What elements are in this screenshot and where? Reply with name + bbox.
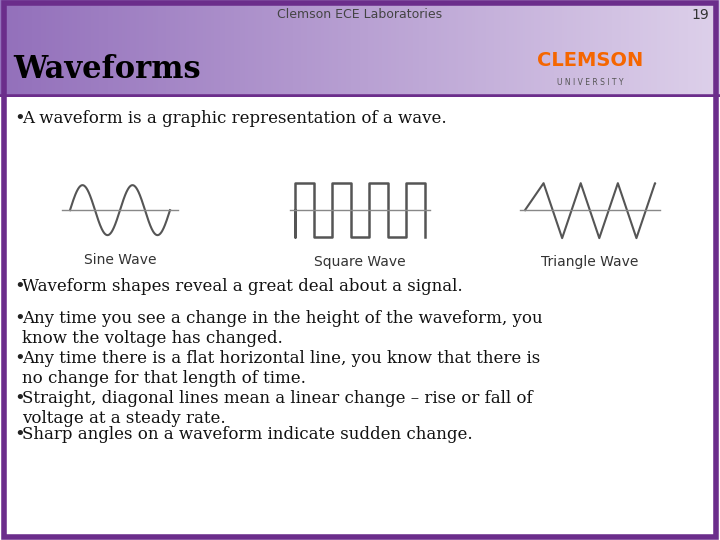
Text: •: • bbox=[14, 310, 24, 328]
Text: Straight, diagonal lines mean a linear change – rise or fall of
voltage at a ste: Straight, diagonal lines mean a linear c… bbox=[22, 390, 533, 427]
Text: Clemson ECE Laboratories: Clemson ECE Laboratories bbox=[277, 8, 443, 21]
Text: •: • bbox=[14, 426, 24, 444]
Text: Sine Wave: Sine Wave bbox=[84, 253, 156, 267]
Text: U N I V E R S I T Y: U N I V E R S I T Y bbox=[557, 78, 624, 87]
Text: Waveform shapes reveal a great deal about a signal.: Waveform shapes reveal a great deal abou… bbox=[22, 278, 463, 295]
Text: •: • bbox=[14, 278, 24, 296]
Text: Waveforms: Waveforms bbox=[13, 55, 201, 85]
Text: CLEMSON: CLEMSON bbox=[537, 51, 644, 70]
Text: Any time you see a change in the height of the waveform, you
know the voltage ha: Any time you see a change in the height … bbox=[22, 310, 543, 347]
Text: Any time there is a flat horizontal line, you know that there is
no change for t: Any time there is a flat horizontal line… bbox=[22, 350, 540, 387]
Text: •: • bbox=[14, 350, 24, 368]
Text: Triangle Wave: Triangle Wave bbox=[541, 255, 639, 269]
Text: Square Wave: Square Wave bbox=[314, 255, 406, 269]
Text: •: • bbox=[14, 110, 24, 128]
Text: •: • bbox=[14, 390, 24, 408]
Text: A waveform is a graphic representation of a wave.: A waveform is a graphic representation o… bbox=[22, 110, 446, 127]
Text: Sharp angles on a waveform indicate sudden change.: Sharp angles on a waveform indicate sudd… bbox=[22, 426, 472, 443]
Text: 19: 19 bbox=[691, 8, 709, 22]
